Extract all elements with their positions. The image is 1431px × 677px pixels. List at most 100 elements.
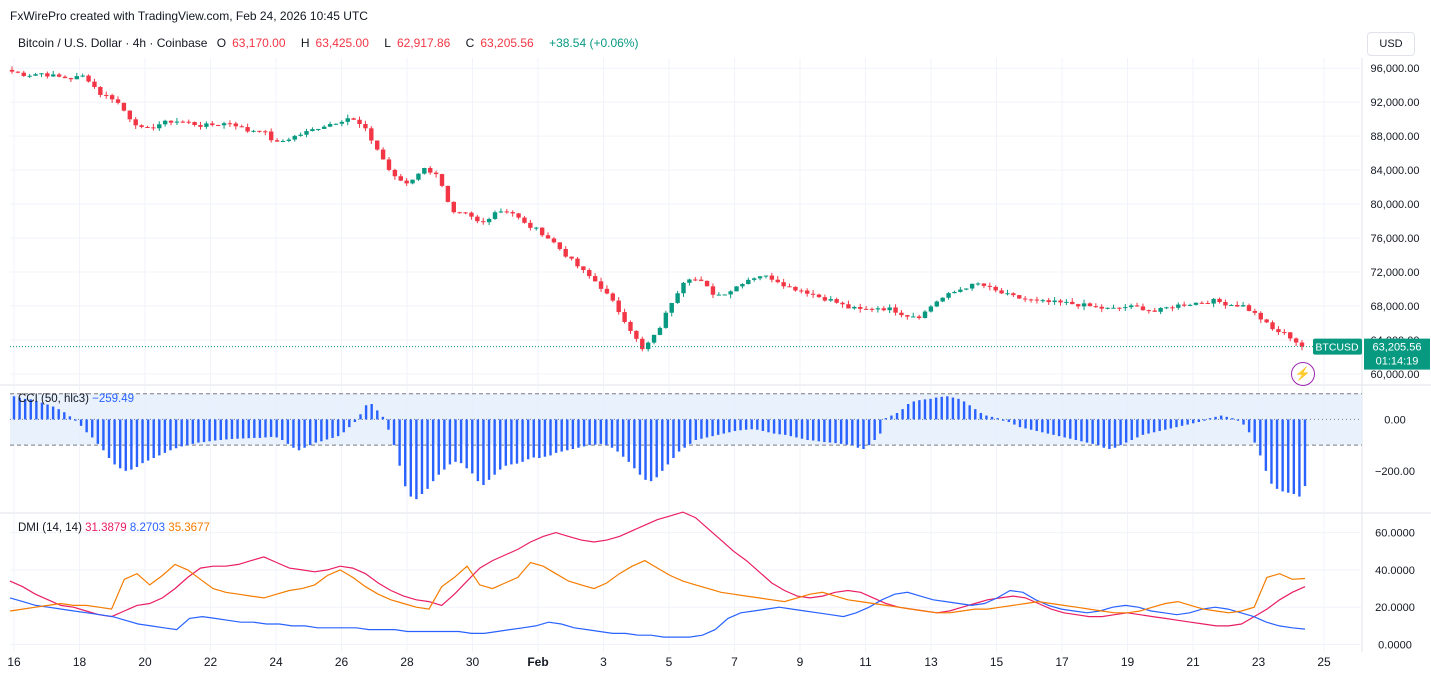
cci-bar: [588, 419, 591, 446]
y-tick-label: 92,000.00: [1371, 97, 1420, 109]
cci-bar: [616, 419, 619, 452]
cci-bar: [862, 419, 865, 449]
candle-body: [133, 119, 138, 126]
cci-bar: [974, 409, 977, 420]
cci-bar: [811, 419, 815, 441]
candle-body: [840, 302, 845, 305]
lightning-icon[interactable]: ⚡: [1291, 362, 1315, 386]
cci-bar: [1236, 419, 1240, 421]
y-tick-label: 40.0000: [1375, 565, 1415, 577]
dmi-legend[interactable]: DMI (14, 14) 31.3879 8.2703 35.3677: [18, 522, 210, 534]
cci-bar: [689, 419, 692, 444]
candle-body: [510, 212, 515, 214]
cci-bar: [610, 419, 614, 448]
candle-body: [1005, 293, 1010, 295]
y-tick-label: 80,000.00: [1371, 199, 1420, 211]
x-tick-label: 3: [600, 655, 607, 669]
currency-button[interactable]: USD: [1367, 32, 1415, 56]
cci-bar: [46, 404, 49, 420]
cci-bar: [929, 398, 932, 420]
candle-body: [475, 216, 480, 222]
cci-bar: [459, 419, 463, 464]
candle-body: [952, 291, 957, 294]
x-tick-label: 22: [204, 655, 218, 669]
candle-body: [62, 76, 68, 79]
cci-bar: [1080, 419, 1083, 442]
cci-bar: [51, 406, 55, 420]
x-tick-label: 25: [1317, 655, 1331, 669]
candle-body: [1046, 300, 1051, 303]
cci-bar: [163, 419, 167, 453]
candle-body: [298, 134, 303, 136]
candle-body: [934, 301, 939, 307]
cci-bar: [392, 419, 396, 446]
y-tick-label: 60.0000: [1375, 528, 1415, 540]
cci-bar: [398, 419, 401, 466]
cci-bar: [1091, 419, 1094, 444]
candle-body: [975, 283, 981, 285]
candle-body: [757, 276, 763, 279]
cci-bar: [1029, 419, 1033, 430]
candle-body: [622, 312, 627, 322]
cci-bar: [331, 419, 334, 438]
high-label: H: [300, 36, 310, 50]
candle-body: [810, 293, 816, 295]
cci-bar: [314, 419, 317, 443]
cci-bar: [118, 419, 122, 469]
cci-bar: [1052, 419, 1055, 435]
candle-body: [592, 276, 598, 282]
candle-body: [121, 102, 127, 111]
candle-body: [151, 127, 156, 129]
candle-body: [227, 123, 233, 125]
cci-bar: [286, 419, 290, 444]
low-value: 62,917.86: [396, 36, 451, 50]
candle-body: [80, 75, 85, 77]
cci-bar: [169, 419, 172, 451]
cci-bar: [1158, 419, 1161, 431]
cci-legend[interactable]: CCI (50, hlc3) −259.49: [18, 393, 134, 405]
candle-body: [210, 123, 215, 126]
cci-bar: [1247, 419, 1251, 433]
cci-bar: [275, 419, 278, 438]
candle-body: [1199, 302, 1205, 304]
candle-body: [575, 258, 580, 267]
cci-bar: [711, 419, 714, 437]
candle-body: [45, 73, 50, 77]
cci-bar: [1035, 419, 1038, 431]
candle-body: [852, 306, 857, 309]
cci-bar: [146, 419, 150, 461]
candle-body: [1075, 304, 1081, 307]
cci-bar: [733, 419, 737, 431]
candle-body: [68, 78, 74, 80]
candle-body: [139, 125, 144, 127]
cci-bar: [18, 397, 21, 420]
cci-bar: [873, 419, 876, 440]
cci-bar: [856, 419, 860, 448]
candle-body: [74, 76, 79, 80]
candle-body: [1128, 305, 1134, 308]
cci-bar: [387, 419, 390, 430]
candle-body: [245, 127, 250, 132]
candle-body: [351, 118, 356, 120]
candle-body: [104, 94, 109, 96]
dmi-value-2: 8.2703: [129, 522, 166, 534]
open-label: O: [216, 36, 227, 50]
cci-bar: [1097, 419, 1100, 446]
cci-bar: [716, 419, 720, 435]
candle-body: [775, 279, 780, 283]
symbol-name[interactable]: Bitcoin / U.S. Dollar · 4h · Coinbase: [18, 36, 208, 50]
cci-bar: [487, 419, 491, 480]
candles: [9, 66, 1305, 352]
candle-body: [828, 299, 833, 301]
cci-bar: [247, 419, 250, 439]
candle-body: [1058, 300, 1063, 303]
cci-bar: [817, 419, 820, 442]
cci-bar: [404, 419, 407, 487]
candle-body: [363, 124, 368, 129]
cci-bar: [784, 419, 787, 435]
low-label: L: [384, 36, 391, 50]
cci-bar: [621, 419, 625, 457]
candle-body: [887, 307, 892, 311]
candle-body: [457, 212, 462, 214]
